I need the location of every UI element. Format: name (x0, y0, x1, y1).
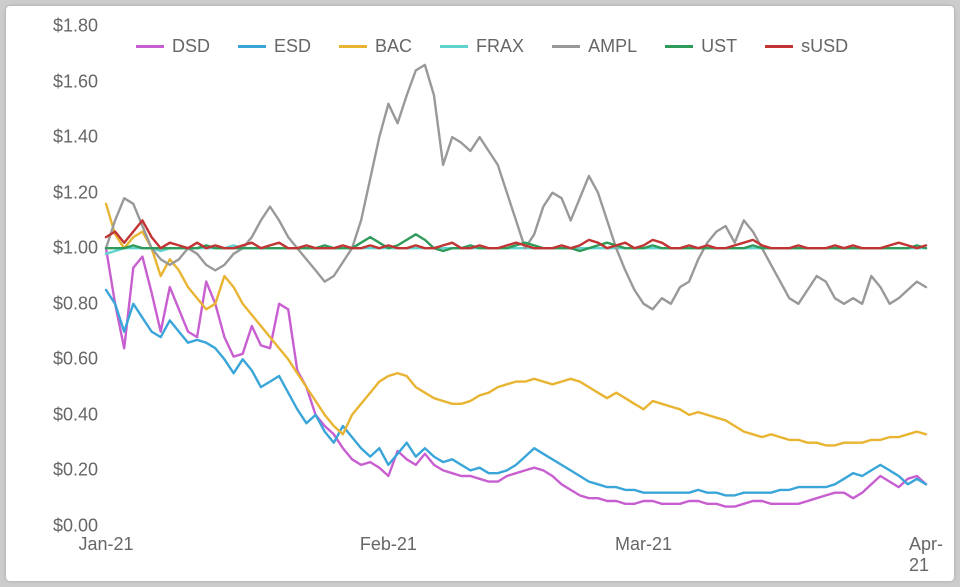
series-bac (106, 204, 926, 446)
series-dsd (106, 248, 926, 506)
line-chart (6, 6, 954, 581)
series-susd (106, 220, 926, 248)
series-ampl (106, 65, 926, 309)
chart-card: DSDESDBACFRAXAMPLUSTsUSD $0.00$0.20$0.40… (6, 6, 954, 581)
series-esd (106, 290, 926, 496)
